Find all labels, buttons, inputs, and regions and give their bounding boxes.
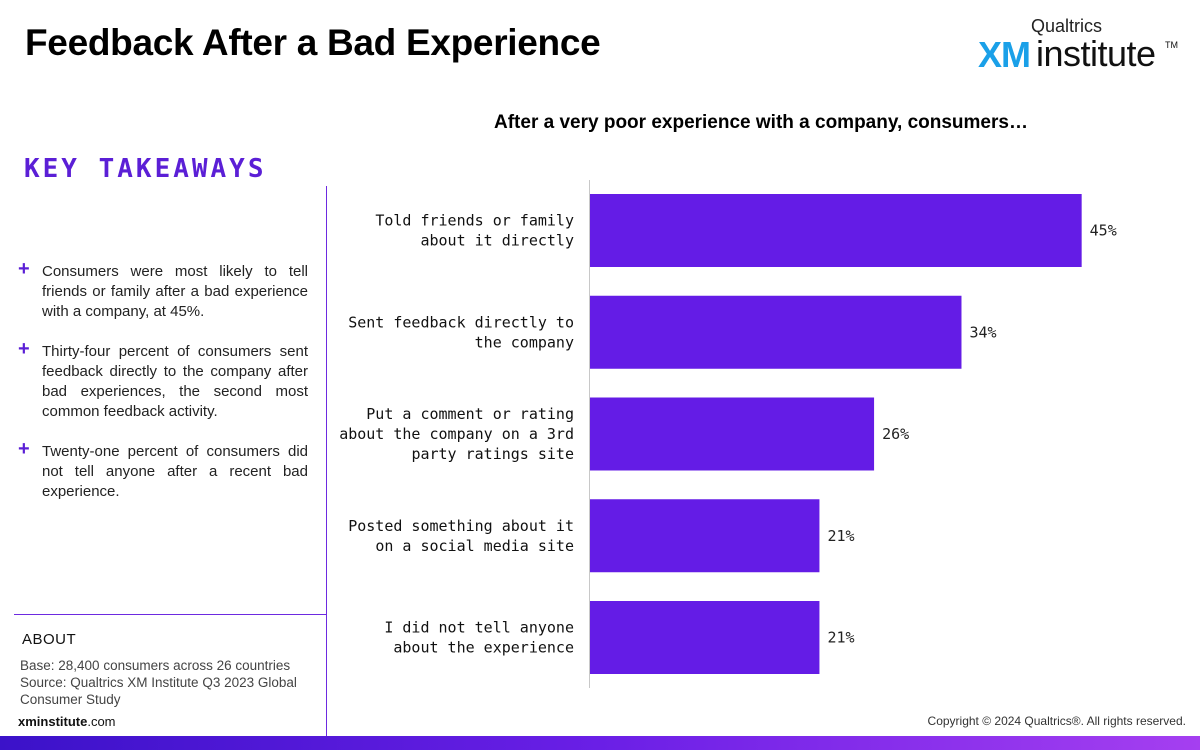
value-label-3: 21% <box>827 527 854 545</box>
category-label-line: party ratings site <box>411 445 574 463</box>
value-label-2: 26% <box>882 425 909 443</box>
category-label-2: Put a comment or rating about the company… <box>339 405 574 463</box>
category-label-line: Posted something about it <box>348 517 574 535</box>
category-label-line: Told friends or family <box>375 212 574 230</box>
key-takeaways-heading: KEY TAKEAWAYS <box>24 154 267 184</box>
takeaways-list: + Consumers were most likely to tell fri… <box>18 258 308 522</box>
category-label-line: about it directly <box>420 232 574 250</box>
horizontal-divider <box>14 614 327 615</box>
plus-icon: + <box>18 438 30 460</box>
bar-2 <box>590 397 875 471</box>
category-label-line: about the experience <box>393 639 574 657</box>
about-heading: ABOUT <box>22 631 77 648</box>
bar-0 <box>590 194 1082 267</box>
value-label-1: 34% <box>969 323 996 341</box>
site-link-bold: xminstitute <box>18 714 88 729</box>
category-label-line: on a social media site <box>375 537 574 555</box>
category-label-line: I did not tell anyone <box>384 619 574 637</box>
about-source: Source: Qualtrics XM Institute Q3 2023 G… <box>20 675 297 707</box>
copyright-text: Copyright © 2024 Qualtrics®. All rights … <box>927 714 1186 728</box>
logo-institute: institute <box>1036 33 1156 74</box>
category-label-line: about the company on a 3rd <box>339 425 574 443</box>
logo-xm: XM <box>978 34 1031 75</box>
category-label-line: Put a comment or rating <box>366 405 574 423</box>
takeaway-item: + Thirty-four percent of consumers sent … <box>18 338 308 422</box>
category-label-0: Told friends or family about it directly <box>375 212 574 250</box>
site-link-domain: .com <box>87 714 116 729</box>
plus-icon: + <box>18 338 30 360</box>
bar-1 <box>590 295 962 369</box>
bar-4 <box>590 601 820 674</box>
vertical-divider <box>326 186 327 736</box>
plus-icon: + <box>18 258 30 280</box>
bar-3 <box>590 499 820 573</box>
chart-title: After a very poor experience with a comp… <box>494 112 1028 133</box>
category-label-3: Posted something about it on a social med… <box>348 517 574 555</box>
takeaway-item: + Twenty-one percent of consumers did no… <box>18 438 308 502</box>
about-base: Base: 28,400 consumers across 26 countri… <box>20 658 291 673</box>
logo-tm: TM <box>1165 40 1178 50</box>
takeaway-item: + Consumers were most likely to tell fri… <box>18 258 308 322</box>
takeaway-text: Thirty-four percent of consumers sent fe… <box>42 343 308 420</box>
category-label-4: I did not tell anyone about the experienc… <box>384 619 574 657</box>
footer-gradient-bar <box>0 736 1200 750</box>
takeaway-text: Consumers were most likely to tell frien… <box>42 263 308 320</box>
category-label-line: Sent feedback directly to <box>348 313 574 331</box>
value-label-4: 21% <box>827 629 854 647</box>
logo-brand: Qualtrics <box>1030 16 1102 36</box>
value-label-0: 45% <box>1090 222 1117 240</box>
category-label-1: Sent feedback directly to the company <box>348 313 574 351</box>
about-text: Base: 28,400 consumers across 26 countri… <box>20 657 325 708</box>
page-title: Feedback After a Bad Experience <box>25 22 601 63</box>
site-link[interactable]: xminstitute.com <box>18 714 116 729</box>
category-label-line: the company <box>475 333 574 351</box>
qualtrics-xm-institute-logo[interactable]: Qualtrics XM institute TM <box>978 16 1178 76</box>
takeaway-text: Twenty-one percent of consumers did not … <box>42 443 308 500</box>
